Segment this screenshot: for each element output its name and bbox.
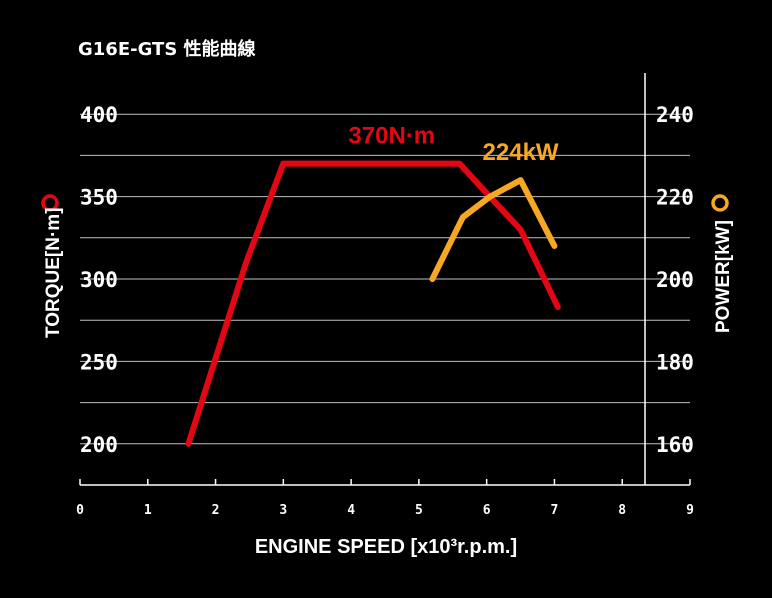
x-tick-label: 4 — [347, 503, 355, 518]
x-tick-label: 9 — [686, 503, 694, 518]
chart-title: G16E-GTS 性能曲線 — [78, 38, 256, 60]
x-tick-label: 6 — [483, 503, 491, 518]
torque-series-line — [185, 160, 561, 447]
x-tick-label: 5 — [415, 503, 423, 518]
grid-lines — [79, 73, 691, 486]
x-tick-label: 7 — [551, 503, 559, 518]
left-tick-label: 250 — [80, 350, 118, 374]
torque-axis-label-group: TORQUE[N·m] — [41, 194, 64, 338]
right-tick-label: 160 — [656, 433, 694, 457]
torque-legend-marker — [41, 194, 59, 212]
right-tick-label: 240 — [656, 103, 694, 127]
tick-labels: 0 1 2 3 4 5 6 7 8 9 200 250 300 350 400 160 180 200 220 240 — [76, 103, 694, 518]
x-axis-label: ENGINE SPEED [x10³r.p.m.] — [255, 536, 517, 558]
series-lines — [185, 160, 561, 447]
torque-peak-label: 370N·m — [348, 123, 435, 150]
torque-axis-label: TORQUE[N·m] — [43, 207, 64, 338]
x-tick-label: 1 — [144, 503, 152, 518]
left-tick-label: 200 — [80, 433, 118, 457]
power-axis-label-group: POWER[kW] — [711, 194, 734, 333]
x-tick-label: 2 — [212, 503, 220, 518]
annotations: 370N·m 224kW — [348, 123, 559, 166]
right-tick-label: 220 — [656, 186, 694, 210]
left-tick-label: 300 — [80, 268, 118, 292]
x-tick-label: 0 — [76, 503, 84, 518]
x-tick-label: 3 — [279, 503, 287, 518]
left-tick-label: 350 — [80, 186, 118, 210]
power-axis-label: POWER[kW] — [713, 220, 734, 333]
power-peak-label: 224kW — [483, 139, 559, 166]
right-tick-label: 200 — [656, 268, 694, 292]
power-series-line — [429, 177, 558, 282]
x-tick-label: 8 — [618, 503, 626, 518]
power-legend-marker — [711, 194, 729, 212]
right-tick-label: 180 — [656, 350, 694, 374]
left-tick-label: 400 — [80, 103, 118, 127]
